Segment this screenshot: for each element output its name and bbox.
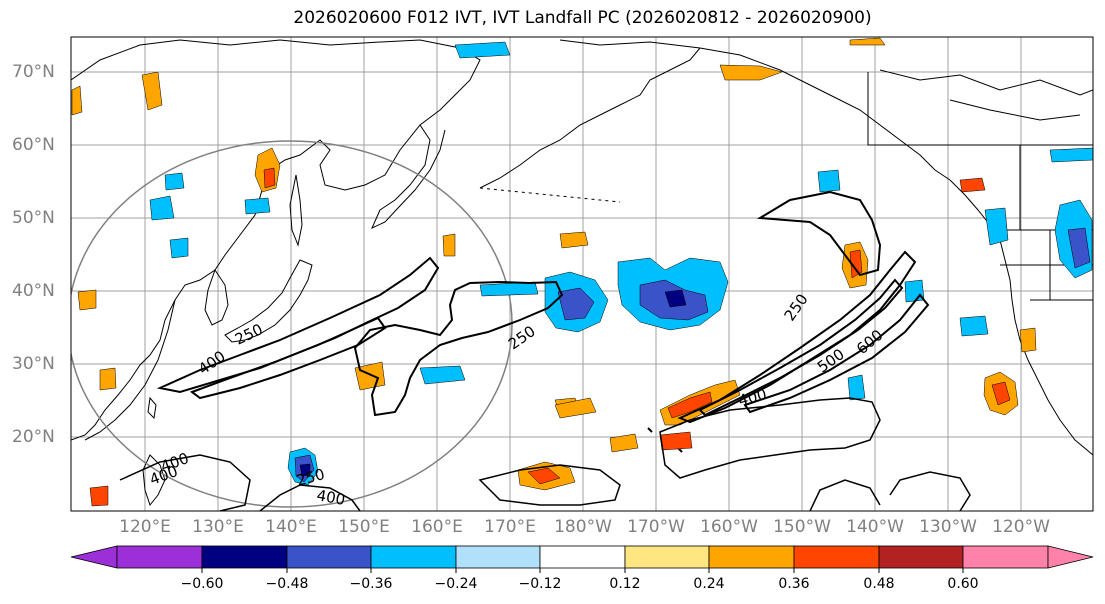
lon-label: 140°W — [846, 517, 904, 537]
colorbar-tick-label: −0.12 — [518, 576, 562, 592]
colorbar-tick-label: 0.12 — [609, 576, 641, 592]
colorbar-segment — [962, 545, 1049, 569]
colorbar-segment — [201, 545, 288, 569]
lon-label: 130°W — [919, 517, 977, 537]
positive-anomaly-patches — [71, 37, 1037, 507]
lon-label: 170°E — [484, 517, 536, 537]
lon-label: 120°W — [992, 517, 1050, 537]
colorbar-segment — [116, 545, 203, 569]
lat-label: 60°N — [12, 135, 55, 155]
colorbar-segment — [708, 545, 795, 569]
lon-label: 180°W — [554, 517, 612, 537]
lon-label: 120°E — [119, 517, 171, 537]
colorbar-segment — [624, 545, 710, 569]
lat-label: 40°N — [12, 281, 55, 301]
colorbar-extend-low — [70, 545, 118, 569]
lon-label: 140°E — [265, 517, 317, 537]
lon-label: 170°W — [627, 517, 685, 537]
colorbar — [70, 545, 1094, 573]
lon-label: 160°E — [411, 517, 463, 537]
colorbar-tick-label: −0.48 — [265, 576, 309, 592]
contour-label: 400 — [315, 486, 346, 509]
map-background — [71, 37, 1093, 511]
lon-label: 160°W — [700, 517, 758, 537]
colorbar-segment — [539, 545, 626, 569]
negative-anomaly-patches — [149, 41, 1093, 486]
colorbar-tick-label: 0.48 — [863, 576, 895, 592]
lon-label: 130°E — [192, 517, 244, 537]
colorbar-tick-label: 0.24 — [693, 576, 725, 592]
colorbar-segment — [455, 545, 541, 569]
colorbar-segment — [793, 545, 880, 569]
colorbar-segment — [370, 545, 457, 569]
lon-label: 150°E — [338, 517, 390, 537]
map-title: 2026020600 F012 IVT, IVT Landfall PC (20… — [293, 8, 872, 28]
colorbar-tick-label: −0.60 — [180, 576, 224, 592]
lat-label: 50°N — [12, 208, 55, 228]
lon-label: 150°W — [773, 517, 831, 537]
colorbar-segment — [286, 545, 372, 569]
lat-label: 30°N — [12, 354, 55, 374]
colorbar-tick-label: 0.60 — [947, 576, 979, 592]
lat-label: 20°N — [12, 427, 55, 447]
lat-label: 70°N — [12, 62, 55, 82]
colorbar-tick-label: −0.24 — [434, 576, 478, 592]
colorbar-segment — [878, 545, 964, 569]
colorbar-tick-label: −0.36 — [349, 576, 393, 592]
colorbar-extend-high — [1047, 545, 1094, 569]
ivt-contours — [119, 190, 971, 511]
colorbar-tick-label: 0.36 — [778, 576, 810, 592]
map-frame — [70, 36, 1094, 512]
